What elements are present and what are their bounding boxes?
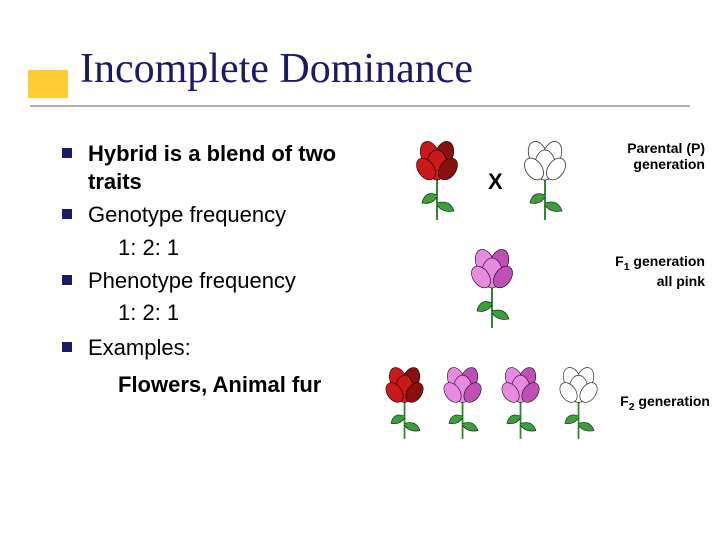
bullet-item: Genotype frequency [62, 201, 382, 229]
label-prefix: F [620, 393, 629, 409]
label-prefix: F [615, 253, 624, 269]
f1-label: F1 generation all pink [575, 253, 705, 289]
bullet-item: Hybrid is a blend of two traits [62, 140, 382, 195]
parental-label: Parental (P) generation [585, 140, 705, 172]
cross-symbol: X [488, 169, 503, 195]
label-sub: 1 [624, 261, 630, 273]
label-text: generation [633, 156, 705, 172]
label-sub: 2 [629, 401, 635, 413]
label-text: generation [633, 253, 705, 269]
bullet-marker [62, 209, 72, 219]
bullet-text: Examples: [88, 334, 191, 362]
page-title: Incomplete Dominance [80, 45, 473, 93]
pink-flower-icon [465, 243, 520, 333]
title-underline [30, 105, 690, 107]
bullet-marker [62, 342, 72, 352]
bullet-marker [62, 275, 72, 285]
bullet-subtext: 1: 2: 1 [118, 300, 382, 326]
bullet-item: Phenotype frequency [62, 267, 382, 295]
label-desc: all pink [657, 273, 705, 289]
label-text: generation [638, 393, 710, 409]
f2-label: F2 generation [600, 393, 710, 413]
bullet-list: Hybrid is a blend of two traits Genotype… [62, 140, 382, 398]
bullet-subtext: 1: 2: 1 [118, 235, 382, 261]
pink-flower-icon [496, 360, 546, 445]
bullet-subtext: Flowers, Animal fur [118, 372, 382, 398]
pink-flower-icon [438, 360, 488, 445]
white-flower-icon [554, 360, 604, 445]
bullet-text: Genotype frequency [88, 201, 286, 229]
red-flower-icon [410, 135, 465, 225]
bullet-marker [62, 148, 72, 158]
bullet-text: Hybrid is a blend of two traits [88, 140, 382, 195]
white-flower-icon [518, 135, 573, 225]
accent-bar [28, 70, 68, 98]
red-flower-icon [380, 360, 430, 445]
genetics-diagram: X Parental (P) generation [400, 135, 710, 485]
bullet-item: Examples: [62, 334, 382, 362]
bullet-text: Phenotype frequency [88, 267, 296, 295]
label-text: Parental (P) [627, 140, 705, 156]
